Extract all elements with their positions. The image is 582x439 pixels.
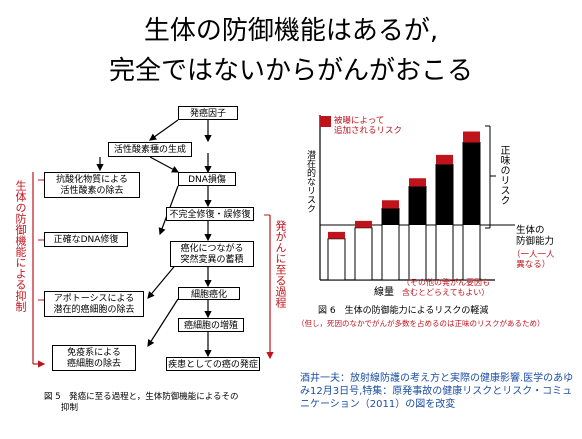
bar-net-risk-4 <box>409 186 426 225</box>
box-apoptosis: アポトーシスによる 潜在的癌細胞の除去 <box>44 291 144 317</box>
bar-base-1 <box>327 238 346 281</box>
net-risk-label: 正味のリスク <box>498 145 509 205</box>
defense-capacity-label: 生体の 防御能力 <box>516 225 555 247</box>
bar-net-risk-5 <box>436 164 453 225</box>
box-ros: 活性酸素種の生成 <box>108 142 192 157</box>
right-process-label: 発がんに至る過程 <box>274 220 287 308</box>
bar-exposure-1 <box>328 231 345 239</box>
box-mutation: 癌化につながる 突然変異の蓄積 <box>170 241 254 267</box>
slide-title-line2: 完全ではないからがんがおこる <box>108 56 473 86</box>
box-immune: 免疫系による 癌細胞の除去 <box>52 345 136 371</box>
slide-title-line1: 生体の防御機能はあるが, <box>143 16 439 46</box>
legend-swatch <box>320 116 331 127</box>
bar-base-2 <box>354 227 373 281</box>
box-accurate-repair: 正確なDNA修復 <box>44 232 128 247</box>
bar-net-risk-6 <box>463 142 480 225</box>
figure6-caption: 図 6 生体の防御能力によるリスクの軽減 <box>318 306 489 316</box>
bar-exposure-6 <box>463 131 480 143</box>
individual-diff-label: （一人一人 異なる） <box>512 250 555 270</box>
bar-exposure-4 <box>409 178 426 187</box>
source-note: 酒井一夫：放射線防護の考え方と実際の健康影響.医学のあゆみ12月3日号,特集：原… <box>300 373 574 410</box>
box-growth: 癌細胞の増殖 <box>178 318 244 332</box>
bar-exposure-3 <box>382 200 399 209</box>
box-misrepair: 不完全修復・誤修復 <box>166 207 254 221</box>
box-cancer-cell: 細胞癌化 <box>178 287 240 300</box>
left-defense-label: 生体の防御機能による抑制 <box>14 180 27 312</box>
figure6-subcaption: （但し，死因のなかでがんが多数を占めるのは正味のリスクがあるため） <box>297 319 545 328</box>
x-axis-label: 線量 <box>374 287 394 298</box>
bar-net-risk-3 <box>382 208 399 225</box>
box-antioxidant: 抗酸化物質による 活性酸素の除去 <box>44 172 140 198</box>
bar-exposure-5 <box>436 154 453 165</box>
box-onset: 疾患としての癌の発症 <box>166 357 260 371</box>
bar-exposure-2 <box>355 220 372 228</box>
y-axis-label: 潜在的なリスク <box>305 150 315 213</box>
box-dna-damage: DNA損傷 <box>178 172 236 186</box>
bar-group <box>327 131 481 281</box>
box-carcinogen: 発癌因子 <box>178 106 238 120</box>
legend-exposure: 被曝によって 追加されるリスク <box>334 116 403 136</box>
figure5-caption: 図 5 発癌に至る過程と，生体防御機能によるその 抑制 <box>44 392 239 413</box>
other-factors-label: （その他の発がん要因も 含むとどらえてもよい） <box>402 278 490 297</box>
